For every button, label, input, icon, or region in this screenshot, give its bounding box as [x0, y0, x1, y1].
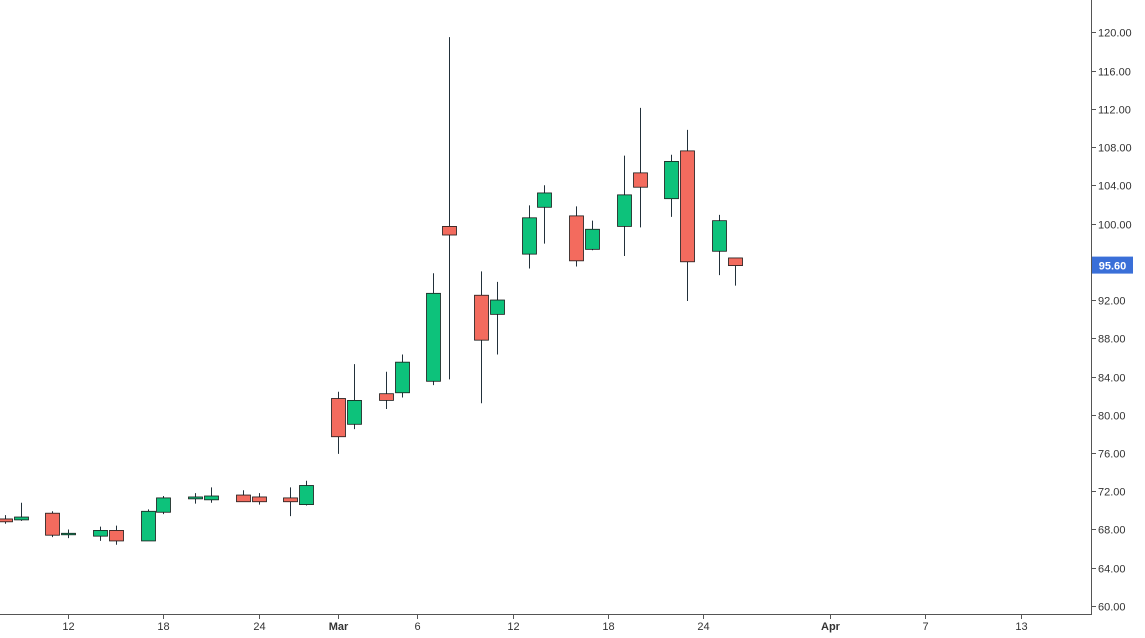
candle	[14, 502, 29, 521]
candle-body-up	[522, 217, 537, 255]
candle-body-down	[474, 294, 489, 341]
candle	[45, 511, 60, 538]
y-tick-label: 92.00	[1098, 296, 1126, 308]
candle	[474, 271, 489, 404]
y-tick-label: 84.00	[1098, 373, 1126, 385]
y-tick-label: 108.00	[1098, 143, 1132, 155]
candle-body-up	[712, 220, 727, 252]
candle-body-up	[537, 192, 552, 208]
x-axis-ticks: 12 18 24 Mar 6 12 18 24 Apr 7 13	[62, 614, 1028, 633]
candle-body-down	[236, 494, 251, 503]
last-price-marker: 95.60	[1092, 256, 1133, 274]
x-tick-label: 18	[602, 621, 614, 633]
candle	[283, 487, 298, 517]
candle	[490, 281, 505, 355]
candle-body-up	[426, 292, 441, 382]
candle	[252, 493, 267, 505]
candle	[395, 354, 410, 398]
candle-body-down	[283, 497, 298, 503]
candle	[728, 257, 743, 286]
candle	[109, 525, 124, 545]
candles-layer	[0, 37, 743, 545]
y-tick-label: 88.00	[1098, 334, 1126, 346]
candle-body-down	[379, 393, 394, 401]
candle-body-down	[331, 398, 346, 438]
candle-body-up	[585, 228, 600, 250]
y-axis-ticks: 60.00 64.00 68.00 72.00 76.00 80.00 84.00 88.00…	[1091, 28, 1132, 614]
candle	[156, 496, 171, 515]
candle	[569, 206, 584, 267]
candle-body-up	[347, 399, 362, 425]
x-tick-label: 12	[507, 621, 519, 633]
candle	[299, 480, 314, 506]
candle	[617, 155, 632, 257]
candle	[680, 129, 695, 301]
candle-body-up	[490, 299, 505, 315]
y-tick-label: 60.00	[1098, 602, 1126, 614]
candle-body-up	[204, 495, 219, 501]
candle-body-down	[45, 512, 60, 536]
y-tick-label: 72.00	[1098, 487, 1126, 499]
candle	[331, 391, 346, 454]
candle-body-down	[442, 226, 457, 236]
candle-body-up	[188, 496, 203, 500]
candle-body-up	[93, 530, 108, 537]
candle	[664, 154, 679, 217]
candle-body-down	[569, 215, 584, 262]
candle	[93, 526, 108, 541]
candle-body-up	[141, 510, 156, 542]
x-tick-label: 24	[253, 621, 265, 633]
x-tick-label: 6	[414, 621, 420, 633]
candle	[188, 493, 203, 504]
y-tick-label: 100.00	[1098, 220, 1132, 232]
y-tick-label: 80.00	[1098, 411, 1126, 423]
x-tick-label: 13	[1015, 621, 1027, 633]
axes-layer	[0, 0, 1092, 615]
candle	[522, 205, 537, 269]
candle-body-up	[395, 361, 410, 394]
y-tick-label: 76.00	[1098, 449, 1126, 461]
candle-body-down	[728, 257, 743, 267]
candle-body-down	[633, 172, 648, 188]
candle	[347, 364, 362, 430]
y-tick-label: 104.00	[1098, 181, 1132, 193]
y-tick-label: 68.00	[1098, 525, 1126, 537]
candle-body-down	[252, 496, 267, 503]
x-tick-label: 12	[62, 621, 74, 633]
candle-body-down	[109, 530, 124, 542]
x-tick-label: Mar	[329, 621, 349, 633]
candle	[236, 490, 251, 503]
candle-body-down	[0, 518, 13, 523]
candle	[442, 37, 457, 380]
candle	[204, 487, 219, 503]
last-price-label: 95.60	[1099, 261, 1127, 273]
candle	[537, 185, 552, 244]
candle-body-down	[680, 150, 695, 263]
candle-body-up	[14, 516, 29, 521]
last-price-badge	[1092, 256, 1133, 274]
candle-body-up	[299, 485, 314, 506]
candle	[141, 509, 156, 542]
candle	[585, 220, 600, 251]
candle	[379, 371, 394, 410]
candle	[633, 107, 648, 228]
candle	[61, 529, 76, 539]
candle	[0, 515, 13, 524]
candle-body-up	[664, 160, 679, 200]
y-tick-label: 116.00	[1098, 67, 1131, 79]
candle-body-up	[61, 532, 76, 536]
candle	[712, 214, 727, 276]
y-tick-label: 112.00	[1098, 105, 1131, 117]
candle-body-up	[156, 497, 171, 513]
x-tick-label: 24	[697, 621, 709, 633]
y-tick-label: 64.00	[1098, 564, 1126, 576]
x-tick-label: 7	[922, 621, 928, 633]
candle	[426, 273, 441, 386]
y-tick-label: 120.00	[1098, 28, 1132, 40]
candle-body-up	[617, 194, 632, 227]
x-tick-label: Apr	[821, 621, 841, 633]
x-tick-label: 18	[157, 621, 169, 633]
